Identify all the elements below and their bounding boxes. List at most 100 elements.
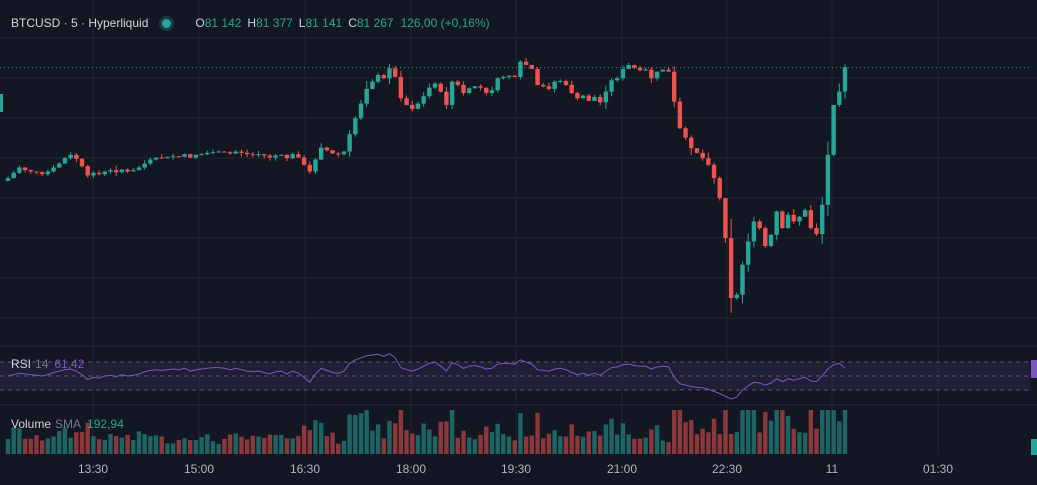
candle-body — [677, 101, 683, 129]
candle-body — [552, 81, 557, 89]
volume-bar — [199, 437, 204, 454]
candle-body — [375, 74, 381, 82]
candle-body — [91, 172, 96, 176]
volume-bar — [113, 435, 119, 454]
volume-bar — [313, 420, 318, 454]
symbol-title[interactable]: BTCUSD · 5 · Hyperliquid — [11, 16, 149, 30]
volume-bar — [5, 438, 11, 454]
volume-bar — [148, 436, 153, 454]
volume-bar — [529, 435, 535, 454]
volume-bar — [467, 437, 472, 454]
volume-bar — [592, 430, 597, 454]
candle-body — [364, 88, 369, 104]
candle-body — [307, 164, 312, 172]
time-tick: 22:30 — [711, 462, 743, 476]
volume-bar — [318, 422, 324, 454]
volume-bar — [597, 435, 603, 454]
candle-body — [256, 154, 261, 156]
volume-bar — [523, 436, 529, 454]
volume-bar — [455, 437, 461, 454]
volume-bar — [740, 410, 745, 454]
rsi-legend[interactable]: RSI 14 61,42 — [11, 357, 84, 371]
candle-body — [324, 147, 330, 151]
volume-bar — [11, 427, 16, 454]
volume-bar — [358, 413, 364, 454]
rsi-param: 14 — [35, 357, 49, 371]
volume-bar — [210, 441, 216, 454]
candle-body — [546, 86, 552, 89]
candle-body — [176, 156, 182, 158]
candle-body — [438, 83, 443, 92]
candle-body — [478, 86, 483, 88]
volume-bar — [307, 430, 312, 454]
candle-body — [421, 96, 426, 104]
volume-bar — [170, 443, 176, 454]
high-label: H — [247, 16, 257, 30]
volume-bar — [666, 442, 671, 454]
volume-bar — [341, 440, 347, 454]
candle-body — [780, 211, 785, 229]
volume-bar — [74, 432, 79, 454]
volume-bar — [296, 436, 301, 454]
candle-body — [791, 214, 796, 222]
candle-body — [239, 151, 244, 153]
volume-bar — [603, 424, 609, 454]
chart-canvas[interactable] — [0, 0, 1037, 455]
high-value: 81 377 — [256, 16, 293, 30]
volume-bar — [290, 438, 295, 454]
volume-legend[interactable]: Volume SMA 192,94 — [11, 417, 124, 431]
pane-separators — [0, 345, 1037, 406]
volume-bar — [814, 428, 819, 454]
candle-body — [637, 67, 643, 71]
candle-body — [381, 74, 386, 79]
volume-bar — [489, 432, 495, 454]
candle-body — [193, 154, 199, 158]
candle-body — [113, 170, 119, 173]
candle-body — [842, 67, 848, 92]
candle-body — [449, 81, 455, 105]
candle-body — [558, 80, 563, 82]
candle-body — [68, 154, 73, 159]
volume-bar — [438, 421, 443, 454]
time-tick: 11 — [825, 462, 839, 476]
open-value: 81 142 — [204, 16, 242, 30]
candle-body — [774, 211, 779, 235]
volume-bar — [370, 430, 375, 454]
volume-bar — [535, 413, 540, 454]
volume-bar — [734, 431, 740, 454]
volume-bar — [746, 410, 751, 454]
volume-bar — [717, 434, 722, 454]
volume-bar — [239, 436, 244, 454]
volume-bar — [472, 439, 478, 454]
volume-bar — [108, 433, 113, 454]
candle-body — [74, 154, 79, 159]
volume-bar — [751, 410, 757, 454]
candle-body — [797, 216, 802, 222]
candle-body — [666, 69, 671, 72]
candle-body — [820, 204, 825, 235]
time-axis[interactable]: 13:30 15:00 16:30 18:00 19:30 21:00 22:3… — [0, 455, 1037, 485]
volume-bar — [461, 430, 466, 454]
market-status-icon[interactable] — [162, 18, 172, 28]
volume-bar — [330, 432, 335, 454]
volume-bar — [842, 410, 848, 454]
volume-bar — [421, 423, 426, 454]
candle-body — [136, 167, 142, 171]
volume-bar — [495, 423, 500, 454]
candle-body — [250, 154, 256, 156]
volume-bar — [683, 422, 688, 454]
volume-bar — [347, 414, 352, 454]
volume-bar — [449, 410, 455, 454]
candle-body — [671, 71, 677, 102]
candle-body — [706, 158, 711, 165]
candle-body — [11, 172, 16, 179]
candle-body — [318, 147, 324, 160]
candle-body — [825, 154, 831, 205]
candle-body — [632, 64, 637, 68]
volume-bar — [404, 430, 409, 454]
rsi-value: 61,42 — [54, 357, 85, 371]
candle-body — [96, 172, 102, 175]
volume-bar — [284, 438, 290, 454]
volume-bar — [785, 415, 791, 454]
volume-bar — [79, 431, 85, 454]
